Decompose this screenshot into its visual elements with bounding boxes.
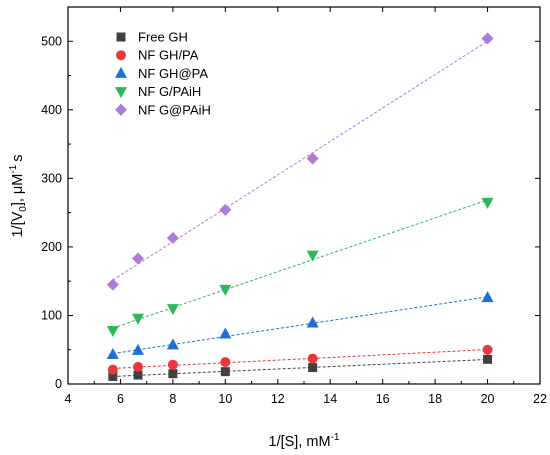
x-tick-label: 12: [271, 392, 285, 406]
data-point: [106, 326, 119, 338]
data-point: [132, 252, 145, 265]
data-point: [308, 363, 318, 373]
data-point: [306, 152, 319, 165]
y-tick-label: 100: [41, 308, 62, 322]
x-tick-label: 6: [117, 392, 124, 406]
x-tick-label: 16: [376, 392, 390, 406]
data-point: [481, 291, 494, 303]
data-point: [483, 354, 493, 364]
data-point: [108, 371, 118, 381]
data-point: [106, 278, 119, 291]
x-tick-label: 8: [169, 392, 176, 406]
data-point: [219, 203, 232, 216]
x-tick-label: 14: [323, 392, 337, 406]
plot-area-frame: [67, 6, 541, 385]
axis-ticks: 4 6 8 10 12 14 16 18 20 22 0 100 200 300 400 500: [41, 7, 547, 406]
x-tick-label: 22: [533, 392, 547, 406]
y-tick-label: 200: [41, 240, 62, 254]
legend-marker: [116, 32, 126, 42]
data-point: [133, 361, 144, 372]
legend-label: Free GH: [138, 30, 188, 45]
x-axis-title: 1/[S], mM-1: [269, 432, 340, 450]
x-tick-label: 18: [428, 392, 442, 406]
legend-marker: [115, 103, 127, 116]
fit-line: [112, 40, 488, 281]
data-point: [166, 231, 179, 244]
data-point: [107, 364, 118, 375]
fit-line: [112, 199, 488, 329]
x-tick-label: 10: [218, 392, 232, 406]
data-point: [166, 338, 179, 350]
data-point: [306, 316, 319, 328]
y-tick-label: 300: [41, 171, 62, 185]
data-point: [219, 284, 232, 296]
data-point: [481, 32, 494, 45]
data-point: [219, 327, 232, 339]
data-point: [167, 359, 178, 370]
y-tick-label: 400: [41, 103, 62, 117]
data-point: [132, 313, 145, 325]
data-point: [106, 348, 119, 360]
data-point: [482, 344, 493, 355]
legend-label: NF GH@PA: [138, 66, 208, 81]
y-tick-label: 500: [41, 34, 62, 48]
legend-label: NF G@PAiH: [138, 102, 211, 117]
legend-marker: [115, 87, 127, 99]
legend-label: NF G/PAiH: [138, 84, 201, 99]
legend-marker: [116, 50, 126, 61]
fit-line: [112, 296, 488, 355]
data-point: [307, 353, 318, 364]
data-markers: [106, 32, 494, 381]
data-point: [220, 357, 231, 368]
legend: Free GH NF GH/PA NF GH@PA NF G/PAiH NF G@PAi…: [115, 30, 211, 117]
x-tick-label: 4: [65, 392, 72, 406]
x-tick-label: 20: [481, 392, 495, 406]
y-tick-label: 0: [55, 377, 62, 391]
data-point: [133, 370, 143, 380]
data-point: [168, 369, 178, 379]
legend-label: NF GH/PA: [138, 48, 199, 63]
data-point: [132, 343, 145, 355]
data-point: [306, 250, 319, 262]
data-point: [166, 304, 179, 316]
data-point: [481, 197, 494, 209]
data-point: [220, 367, 230, 377]
y-axis-title: 1/[V0], μM-1s: [8, 154, 29, 237]
legend-marker: [115, 66, 127, 78]
